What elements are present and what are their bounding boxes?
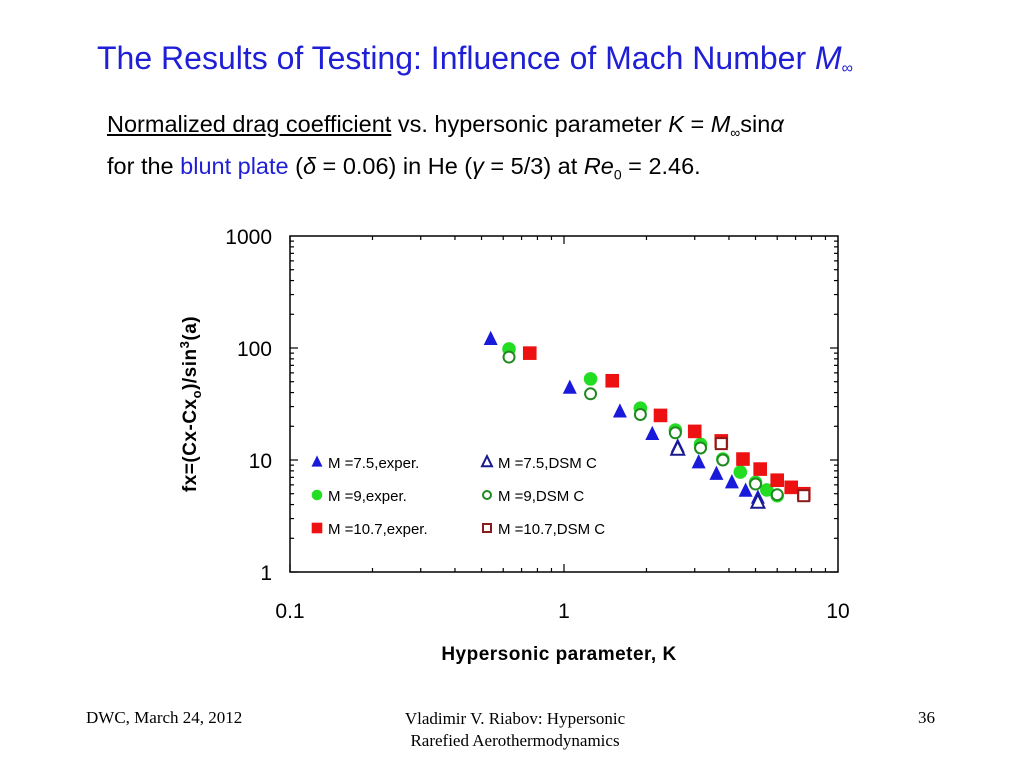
legend-marker: [311, 455, 323, 467]
data-point: [770, 473, 785, 488]
subtitle-re-symbol: Re: [583, 152, 614, 179]
legend-label: M =10.7,exper.: [328, 521, 428, 538]
subtitle-m-symbol: M: [710, 111, 731, 137]
slide-subtitle: Normalized drag coefficient vs. hyperson…: [107, 108, 784, 191]
subtitle-sin: sin: [740, 111, 771, 137]
legend-label: M =10.7,DSM C: [498, 521, 605, 538]
legend-label: M =9,exper.: [328, 488, 407, 505]
y-tick-label: 1: [260, 562, 272, 585]
subtitle-re-subscript: 0: [613, 166, 622, 183]
slide-title-subscript: ∞: [841, 60, 854, 77]
subtitle-line-2: for the blunt plate (δ = 0.06) in He (γ …: [107, 150, 784, 192]
data-point: [633, 407, 647, 421]
subtitle-k-symbol: K: [668, 111, 684, 137]
x-tick-label: 0.1: [275, 600, 304, 623]
y-tick-label: 1000: [225, 226, 272, 249]
legend-marker: [311, 522, 323, 534]
y-axis-label-part: fx=(Cx-Cx: [180, 398, 201, 492]
subtitle-gamma: γ: [472, 152, 484, 179]
footer-author-line-1: Vladimir V. Riabov: Hypersonic: [404, 709, 626, 728]
data-point: [770, 488, 784, 502]
data-point: [736, 452, 750, 466]
data-point: [733, 465, 748, 479]
data-point: [687, 424, 702, 439]
subtitle-underlined-text: Normalized drag coefficient: [107, 111, 392, 137]
legend-marker: [311, 489, 323, 501]
subtitle-text: vs. hypersonic parameter: [391, 111, 669, 137]
y-axis-label: fx=(Cx-Cxo)/sin3(a): [177, 316, 204, 492]
legend-label: M =7.5,DSM C: [498, 455, 597, 472]
data-point: [749, 477, 763, 491]
subtitle-alpha: α: [770, 111, 784, 137]
y-axis-label-sub: o: [189, 390, 204, 398]
data-point: [749, 492, 766, 509]
subtitle-text: (: [288, 152, 303, 179]
subtitle-m-subscript: ∞: [730, 124, 741, 141]
legend-marker: [482, 523, 492, 533]
slide-title: The Results of Testing: Influence of Mac…: [97, 40, 853, 78]
footer-author: Vladimir V. Riabov: Hypersonic Rarefied …: [380, 708, 650, 752]
legend-label: M =7.5,exper.: [328, 455, 419, 472]
chart-legend: M =7.5,exper. M =7.5,DSM C M =9,exper. M =9…: [311, 453, 605, 538]
data-point: [584, 387, 598, 401]
data-point: [709, 465, 724, 480]
subtitle-line-1: Normalized drag coefficient vs. hyperson…: [107, 108, 784, 150]
x-axis-label: Hypersonic parameter, K: [441, 644, 676, 665]
data-markers: [483, 330, 811, 509]
data-point: [716, 453, 730, 467]
subtitle-text: for the: [107, 152, 181, 179]
data-point: [669, 439, 686, 456]
data-point: [653, 408, 668, 423]
legend-marker: [482, 490, 492, 500]
data-point: [784, 480, 799, 495]
slide-page-number: 36: [918, 708, 935, 727]
subtitle-blue-text: blunt plate: [180, 152, 289, 179]
data-point: [797, 489, 811, 503]
data-point: [694, 441, 708, 455]
data-point: [668, 426, 682, 440]
axis-ticks: [289, 236, 838, 573]
subtitle-text: = 5/3) at: [483, 152, 584, 179]
data-point: [753, 462, 767, 476]
data-point: [483, 330, 498, 345]
data-point: [691, 454, 706, 469]
data-point: [612, 403, 627, 418]
slide-title-symbol: M: [814, 40, 842, 76]
y-axis-label-part: )/sin: [180, 348, 201, 390]
data-point: [562, 379, 577, 394]
x-tick-label: 10: [826, 600, 849, 623]
legend-marker: [480, 453, 494, 468]
data-point: [738, 482, 753, 497]
subtitle-text: = 0.06) in He (: [316, 152, 473, 179]
subtitle-delta: δ: [302, 152, 317, 179]
x-tick-label: 1: [558, 600, 570, 623]
data-point: [583, 372, 598, 386]
data-point: [502, 350, 516, 364]
y-axis-label-sup: 3: [177, 341, 192, 349]
data-point: [522, 346, 537, 360]
data-point: [724, 474, 739, 489]
data-point: [714, 437, 728, 451]
y-tick-label: 10: [249, 450, 272, 473]
legend-label: M =9,DSM C: [498, 488, 584, 505]
subtitle-text: = 2.46.: [621, 152, 701, 179]
footer-author-line-2: Rarefied Aerothermodynamics: [410, 731, 620, 750]
y-tick-label: 100: [237, 338, 272, 361]
slide-title-text: The Results of Testing: Influence of Mac…: [97, 40, 815, 76]
subtitle-equals: =: [683, 111, 711, 137]
footer-date: DWC, March 24, 2012: [86, 708, 243, 727]
y-axis-label-part: (a): [180, 316, 201, 341]
data-point: [645, 425, 660, 441]
data-point: [605, 373, 620, 388]
